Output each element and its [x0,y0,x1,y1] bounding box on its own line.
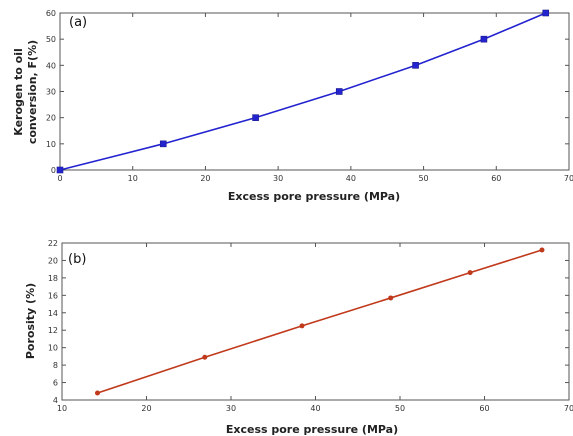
x-tick-label-a: 10 [128,174,138,183]
y-tick-label-a: 10 [46,140,56,149]
y-tick-label-a: 30 [46,88,56,97]
x-tick-label-b: 30 [226,404,236,413]
data-point-a [56,166,64,174]
x-axis-label-a: Excess pore pressure (MPa) [228,190,400,203]
y-tick-label-a: 60 [46,9,56,18]
y-tick-label-a: 50 [46,35,56,44]
y-axis-label-a-line1: Kerogen to oil [12,48,25,136]
x-tick-label-a: 40 [346,174,356,183]
x-tick-label-b: 40 [310,404,320,413]
data-point-b [539,247,545,253]
y-tick-label-b: 12 [48,326,58,335]
y-tick-label-a: 20 [46,114,56,123]
chart-b: (b) Excess pore pressure (MPa) Porosity … [24,239,573,436]
y-tick-label-b: 14 [48,309,58,318]
data-point-b [467,270,473,276]
data-point-a [159,140,167,148]
x-tick-label-b: 60 [479,404,489,413]
y-tick-label-b: 4 [53,396,58,405]
data-point-a [252,114,259,121]
x-tick-label-b: 50 [395,404,405,413]
data-point-b [202,354,208,360]
y-tick-label-b: 16 [48,291,58,300]
y-axis-label-a-line2: conversion, F(%) [26,40,39,144]
panel-label-b: (b) [68,252,86,267]
x-tick-label-a: 70 [564,174,573,183]
x-tick-label-b: 70 [564,404,573,413]
data-point-b [299,323,305,329]
data-point-a [480,35,488,43]
x-tick-label-a: 0 [57,174,62,183]
chart-a: (a) Excess pore pressure (MPa) Kerogen t… [12,9,573,203]
x-tick-label-a: 50 [418,174,428,183]
data-point-b [94,390,100,396]
plot-frame-a [59,12,570,171]
x-tick-label-a: 30 [273,174,283,183]
y-axis-label-b: Porosity (%) [24,283,37,359]
series-line-a [59,12,547,171]
x-tick-label-b: 10 [57,404,67,413]
x-tick-label-a: 20 [200,174,210,183]
data-point-a [542,9,550,17]
y-tick-label-b: 10 [48,344,58,353]
data-point-a [412,62,419,69]
y-tick-label-a: 40 [46,61,56,70]
data-point-a [335,88,343,95]
y-tick-label-b: 22 [48,239,58,248]
data-point-b [388,295,394,301]
x-tick-label-a: 60 [491,174,501,183]
y-tick-label-b: 8 [53,361,58,370]
y-tick-label-b: 18 [48,274,58,283]
series-line-b [97,249,543,394]
y-tick-label-a: 0 [51,166,56,175]
x-axis-label-b: Excess pore pressure (MPa) [226,423,398,436]
y-tick-label-b: 6 [53,379,58,388]
panel-label-a: (a) [69,15,87,30]
y-tick-label-b: 20 [48,256,58,265]
x-tick-label-b: 20 [141,404,151,413]
